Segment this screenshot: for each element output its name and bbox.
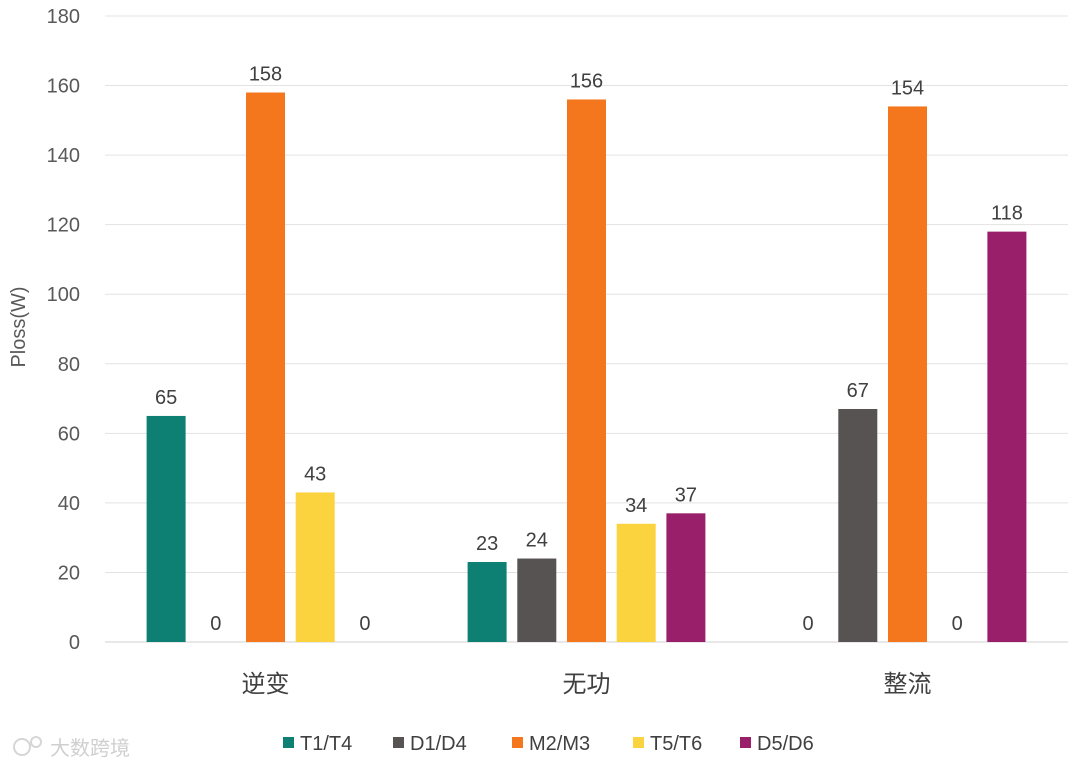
bar-M2-M3-0 [246,92,285,642]
legend-swatch-D5-D6 [740,737,751,748]
x-category-label: 整流 [884,670,932,698]
legend-label: D5/D6 [757,733,814,755]
x-category-label: 无功 [563,670,611,698]
data-label: 24 [526,530,548,552]
watermark-logo-icon [13,738,31,756]
bar-D5-D6-1 [666,513,706,642]
data-labels: 65 0 158 43 0 23 24 156 34 37 0 67 154 0 118 [155,64,1023,635]
y-tick-label: 100 [47,284,80,306]
data-label: 0 [803,613,814,635]
legend-swatch-T1-T4 [283,737,294,748]
bar-D1-D4-2 [838,408,878,642]
data-label: 154 [891,77,924,99]
data-label: 34 [625,495,647,517]
watermark-logo-icon-inner [30,736,42,748]
x-axis-categories: 逆变 无功 整流 [242,670,932,698]
bars [146,92,1027,642]
y-tick-label: 80 [58,354,80,376]
data-label: 156 [570,70,603,92]
y-tick-label: 20 [58,562,80,584]
y-tick-label: 40 [58,493,80,515]
y-tick-label: 140 [47,145,80,167]
data-label: 65 [155,387,177,409]
bar-T1-T4-0 [146,415,186,642]
data-label: 23 [476,533,498,555]
data-label: 118 [991,203,1023,225]
y-tick-label: 180 [47,6,80,28]
y-tick-label: 0 [69,632,80,654]
y-tick-label: 120 [47,215,80,237]
y-tick-label: 60 [58,423,80,445]
y-axis-label: Ploss(W) [8,286,30,367]
data-label: 43 [304,463,326,485]
watermark: 大数跨境 [13,736,130,760]
data-label: 158 [249,64,282,86]
watermark-text: 大数跨境 [50,736,130,760]
x-category-label: 逆变 [242,670,290,698]
bar-T5-T6-1 [616,523,656,642]
data-label: 67 [847,380,869,402]
y-tick-label: 160 [47,76,80,98]
legend-swatch-M2-M3 [512,737,523,748]
data-label: 37 [675,484,697,506]
y-axis-ticks: 0 20 40 60 80 100 120 140 160 180 [47,6,80,654]
bar-M2-M3-2 [888,106,927,642]
legend-label: T5/T6 [650,733,702,755]
legend-label: M2/M3 [529,733,590,755]
legend: T1/T4 D1/D4 M2/M3 T5/T6 D5/D6 [283,733,814,755]
legend-label: T1/T4 [300,733,352,755]
data-label: 0 [952,613,963,635]
data-label: 0 [210,613,221,635]
data-label: 0 [359,613,370,635]
legend-swatch-D1-D4 [393,737,404,748]
bar-T5-T6-0 [295,492,335,642]
legend-swatch-T5-T6 [633,737,644,748]
legend-label: D1/D4 [410,733,467,755]
bar-M2-M3-1 [567,99,606,642]
bar-D5-D6-2 [987,231,1027,642]
bar-T1-T4-1 [467,562,507,642]
bar-D1-D4-1 [517,558,557,642]
